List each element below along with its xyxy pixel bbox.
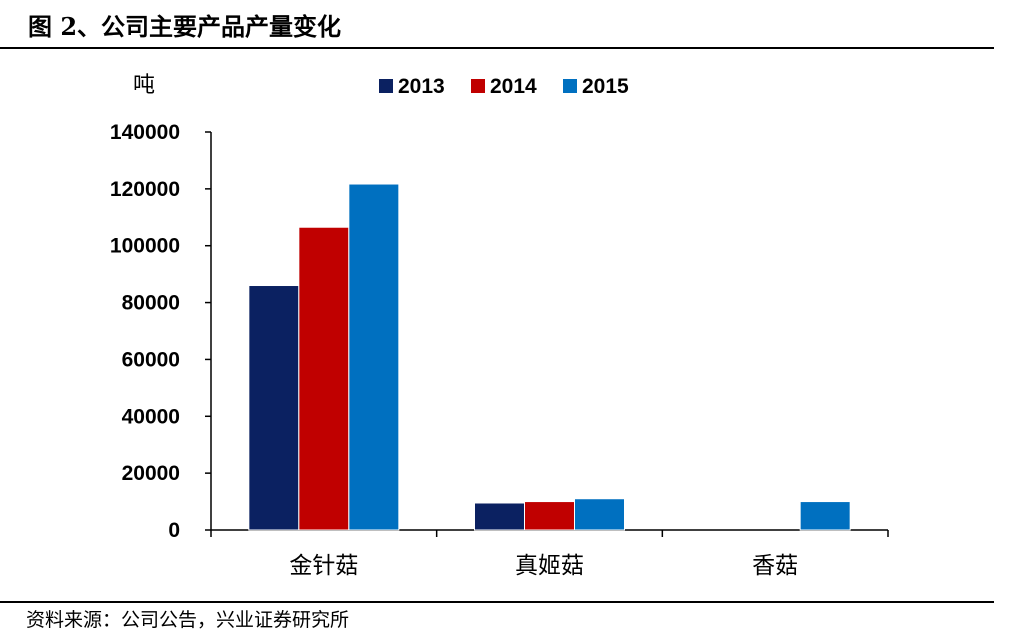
figure-title: 图 2、公司主要产品产量变化 [28, 12, 342, 41]
legend-swatch-2015 [563, 79, 577, 93]
title-rule [0, 47, 994, 49]
y-tick-label: 100000 [110, 235, 180, 258]
legend-swatch-2013 [379, 79, 393, 93]
y-tick-label: 40000 [122, 405, 180, 428]
bar-2015-金针菇 [348, 183, 400, 531]
bar-chart: 2013 2014 2015 0 20000 40000 60000 80000 100000… [110, 73, 889, 579]
bar-series [248, 183, 851, 531]
bar-2014-金针菇 [298, 226, 350, 531]
x-category-label: 金针菇 [289, 553, 358, 579]
x-category-label: 香菇 [752, 553, 798, 579]
y-axis: 0 20000 40000 60000 80000 100000 120000 140000 吨 [110, 73, 212, 542]
legend-label-2015: 2015 [582, 75, 629, 98]
bar-2013-金针菇 [248, 285, 300, 531]
chart-legend: 2013 2014 2015 [379, 75, 629, 98]
y-tick-label: 140000 [110, 121, 180, 144]
x-category-label: 真姬菇 [515, 553, 584, 579]
bar-2015-香菇 [799, 501, 851, 531]
y-axis-unit: 吨 [133, 73, 155, 98]
bar-2015-真姬菇 [574, 498, 625, 531]
legend-swatch-2014 [471, 79, 485, 93]
bar-2014-真姬菇 [524, 501, 575, 531]
source-rule [0, 601, 994, 603]
y-tick-label: 60000 [122, 348, 180, 371]
y-tick-label: 120000 [110, 178, 180, 201]
x-axis: 金针菇 真姬菇 香菇 [210, 529, 889, 579]
y-tick-label: 80000 [122, 292, 180, 315]
bar-2013-真姬菇 [474, 502, 525, 531]
legend-label-2013: 2013 [398, 75, 445, 98]
y-tick-label: 0 [168, 519, 180, 542]
source-note: 资料来源：公司公告，兴业证券研究所 [26, 609, 350, 631]
y-tick-label: 20000 [122, 462, 180, 485]
legend-label-2014: 2014 [490, 75, 537, 98]
